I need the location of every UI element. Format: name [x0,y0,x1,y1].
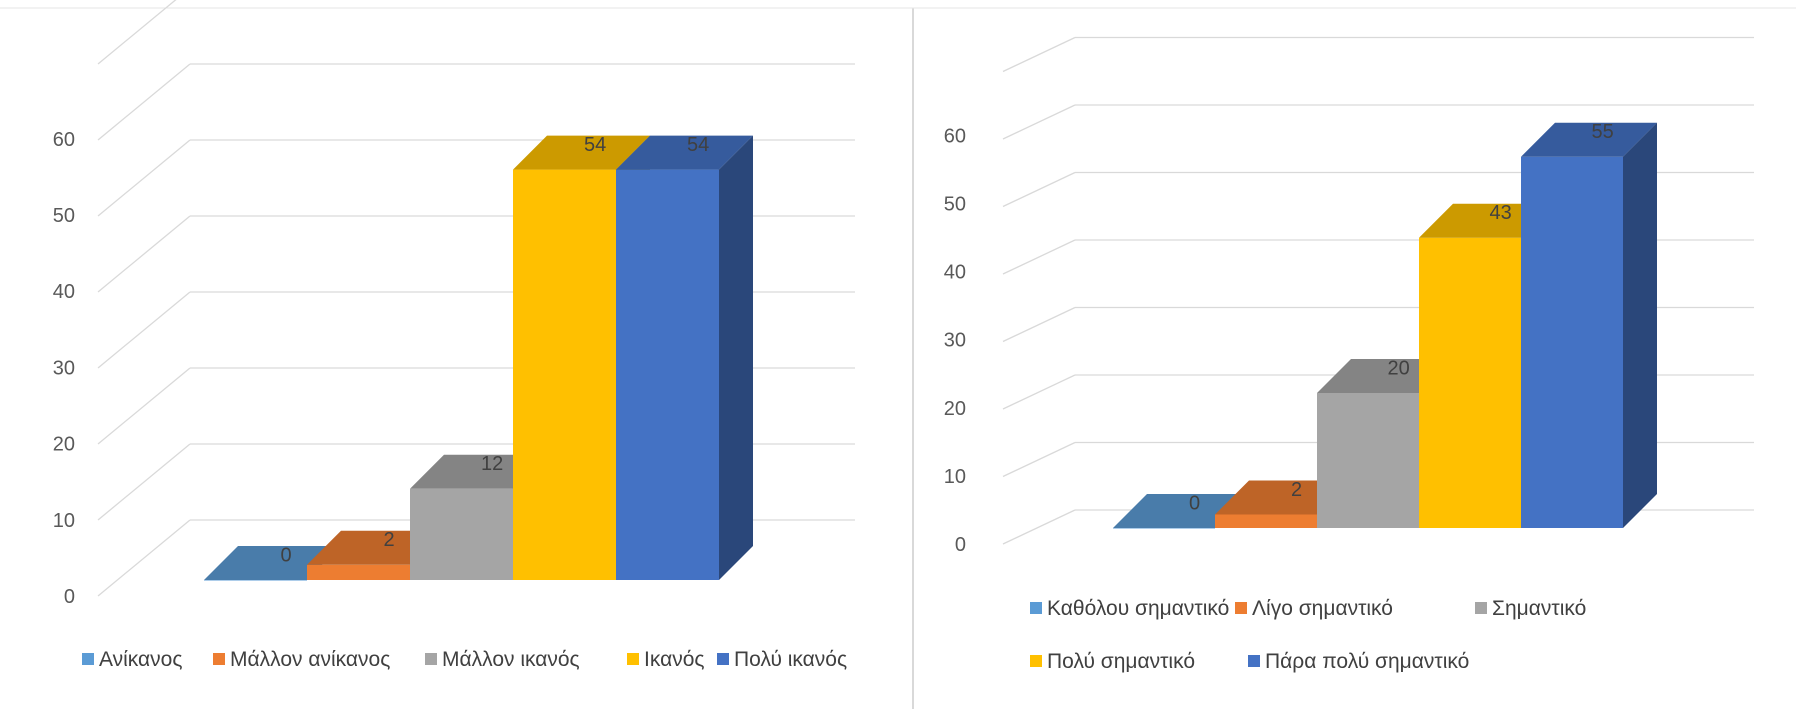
y-tick-label: 10 [944,466,966,488]
legend-label: Ανίκανος [99,648,182,671]
bar-top [410,454,547,489]
y-tick-label: 60 [944,125,966,147]
legend-swatch [1475,602,1487,614]
bar-1 [204,546,341,581]
legend-label: Λίγο σημαντικό [1252,597,1393,620]
chart-competence: 0 10 20 30 40 50 60 0 2 12 54 54 Ανίκανος Μάλλον ανίκ… [53,0,855,671]
gridline-diagonal [1002,441,1076,478]
bar-side [719,135,753,580]
y-tick-label: 20 [53,434,75,456]
y-tick-label: 60 [53,129,75,151]
legend-label: Μάλλον ανίκανος [230,648,390,671]
legend-item: Μάλλον ανίκανος [213,648,390,671]
legend-swatch [213,653,225,665]
gridline-diagonal [97,0,177,65]
y-tick-label: 30 [944,330,966,352]
bar-front [1419,237,1521,528]
bar-front [1317,393,1419,528]
bar-top [307,530,444,565]
gridline-diagonal [1002,239,1076,275]
bar-side [1623,122,1657,528]
bar-front [204,580,307,581]
legend-label: Καθόλου σημαντικό [1047,597,1229,620]
data-label: 54 [687,134,709,156]
y-tick-label: 10 [53,510,75,532]
gridline-diagonal [97,367,191,445]
data-label: 2 [384,529,395,551]
gridline-diagonal [1002,306,1076,343]
bar-front [1521,156,1623,528]
legend-swatch [1248,655,1260,667]
data-label: 20 [1387,357,1409,379]
legend-item: Πολύ σημαντικό [1030,650,1195,673]
gridline-diagonal [97,139,191,217]
gridline-diagonal [1002,104,1076,140]
y-tick-label: 40 [53,281,75,303]
gridline-diagonal [97,215,191,293]
y-tick-label: 50 [944,194,966,216]
legend-item: Ικανός [627,648,705,671]
bar-5 [616,135,753,580]
data-label: 54 [584,134,606,156]
data-label: 2 [1291,479,1302,501]
bar-front [1215,514,1317,528]
legend-label: Πάρα πολύ σημαντικό [1265,650,1469,673]
gridline-diagonal [97,443,191,521]
gridline-diagonal [1002,509,1076,545]
legend-item: Πάρα πολύ σημαντικό [1248,650,1469,673]
legend-item: Πολύ ικανός [717,648,847,671]
gridline-diagonal [97,63,191,141]
bar-top [204,546,341,580]
gridline-diagonal [1002,171,1076,208]
gridline-diagonal [1002,36,1076,73]
legend-item: Ανίκανος [82,648,182,671]
y-tick-label: 20 [944,398,966,420]
gridline-diagonal [1002,374,1076,410]
legend-swatch [425,653,437,665]
legend-item: Καθόλου σημαντικό [1030,597,1229,620]
bar-front [1113,528,1215,529]
bar-top [1521,122,1657,157]
legend-swatch [82,653,94,665]
data-label: 0 [281,544,292,566]
legend-swatch [717,653,729,665]
bar-front [410,488,513,580]
y-tick-label: 0 [955,534,966,556]
y-tick-label: 0 [64,586,75,608]
bar-front [513,169,616,580]
bar-5 [1521,122,1657,528]
legend-item: Μάλλον ικανός [425,648,580,671]
data-label: 12 [481,453,503,475]
data-label: 0 [1189,492,1200,514]
y-tick-label: 40 [944,262,966,284]
legend-label: Πολύ ικανός [734,648,847,671]
legend-swatch [1235,602,1247,614]
legend-label: Πολύ σημαντικό [1047,650,1195,673]
legend-label: Ικανός [644,648,705,671]
legend-swatch [627,653,639,665]
legend-swatch [1030,655,1042,667]
data-label: 43 [1489,202,1511,224]
legend-label: Μάλλον ικανός [442,648,580,671]
legend-swatch [1030,602,1042,614]
legend-item: Λίγο σημαντικό [1235,597,1393,620]
legend-label: Σημαντικό [1492,597,1586,620]
data-label: 55 [1591,121,1613,143]
chart-importance: 0 10 20 30 40 50 60 0 2 20 43 55 Καθόλου σημαντικό Λί… [944,36,1754,673]
y-tick-label: 50 [53,205,75,227]
bar-top [513,135,650,170]
y-tick-label: 30 [53,357,75,379]
bar-top [616,135,753,170]
gridline-diagonal [97,291,191,369]
bar-front [307,564,410,580]
legend-item: Σημαντικό [1475,597,1586,620]
gridline-diagonal [97,519,191,597]
bar-front [616,169,719,580]
